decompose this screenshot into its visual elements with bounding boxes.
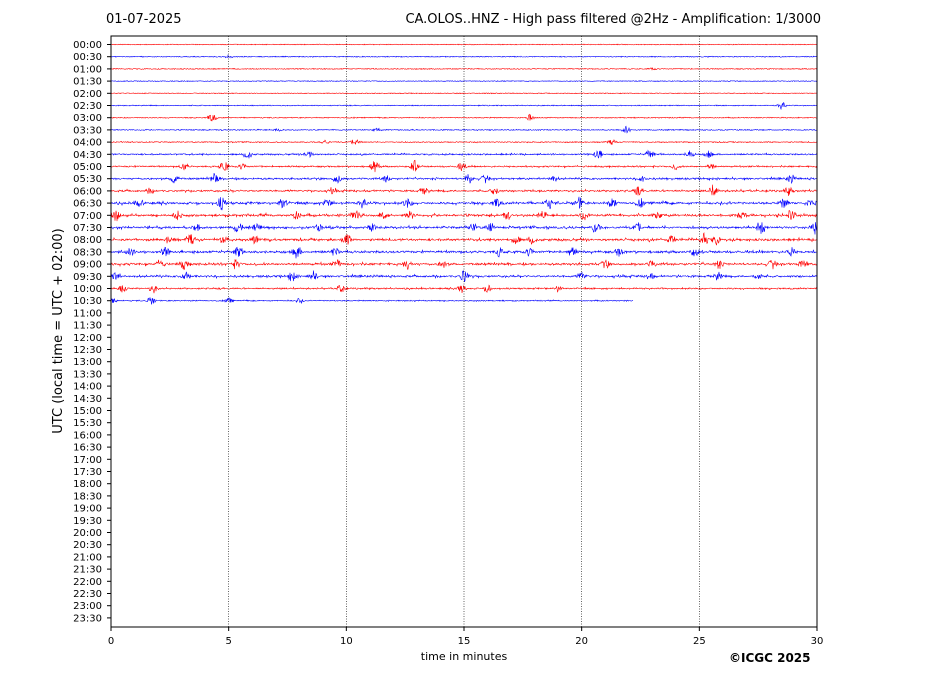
y-tick-label: 09:00 [73,260,102,271]
trace-0800 [110,232,818,246]
x-tick-label: 20 [575,636,588,647]
y-tick-label: 09:30 [73,272,102,283]
y-tick-label: 17:00 [73,455,102,466]
y-tick-label: 04:00 [73,138,102,149]
y-tick-label: 19:30 [73,516,102,527]
y-tick-label: 06:00 [73,186,102,197]
y-tick-label: 01:30 [73,77,102,88]
chart-title: CA.OLOS..HNZ - High pass filtered @2Hz -… [405,12,821,27]
y-tick-label: 03:30 [73,125,102,136]
y-tick-label: 00:00 [73,40,102,51]
y-tick-label: 14:30 [73,394,102,405]
y-tick-label: 05:30 [73,174,102,185]
trace-0330 [110,125,818,134]
y-tick-label: 00:30 [73,52,102,63]
y-tick-label: 16:00 [73,430,102,441]
x-tick-layer: 0 5 10 15 20 25 30 [108,627,824,647]
date-label: 01-07-2025 [106,12,182,27]
y-tick-label: 13:00 [73,357,102,368]
y-tick-label: 08:30 [73,247,102,258]
trace-0630 [110,196,818,211]
y-tick-label: 06:30 [73,199,102,210]
trace-0400 [110,139,818,145]
y-tick-label: 01:00 [73,64,102,75]
y-tick-label: 10:30 [73,296,102,307]
y-tick-label: 20:00 [73,528,102,539]
y-tick-label: 23:00 [73,601,102,612]
x-tick-label: 5 [225,636,231,647]
x-tick-label: 25 [693,636,706,647]
trace-0730 [110,222,818,235]
y-tick-label: 02:30 [73,101,102,112]
y-tick-label: 08:00 [73,235,102,246]
y-tick-label: 21:30 [73,565,102,576]
y-tick-label: 20:30 [73,540,102,551]
copyright-label: ©ICGC 2025 [729,651,811,665]
y-tick-label: 22:30 [73,589,102,600]
trace-1030 [110,297,634,305]
x-tick-label: 15 [458,636,471,647]
y-tick-label: 22:00 [73,577,102,588]
y-tick-label: 04:30 [73,150,102,161]
y-tick-label: 05:00 [73,162,102,173]
x-tick-label: 10 [340,636,353,647]
grid-layer [228,36,700,627]
x-axis-label: time in minutes [421,650,508,663]
y-tick-label: 10:00 [73,284,102,295]
y-tick-label: 15:30 [73,418,102,429]
y-tick-label: 14:00 [73,382,102,393]
y-tick-label: 12:30 [73,345,102,356]
y-tick-label: 17:30 [73,467,102,478]
y-tick-label: 18:00 [73,479,102,490]
y-tick-label: 02:00 [73,89,102,100]
y-tick-label: 07:30 [73,223,102,234]
y-tick-label: 15:00 [73,406,102,417]
y-tick-label: 23:30 [73,613,102,624]
y-tick-label: 03:00 [73,113,102,124]
x-tick-label: 30 [811,636,824,647]
y-tick-label: 18:30 [73,491,102,502]
x-tick-label: 0 [108,636,114,647]
trace-0230 [110,101,818,111]
y-tick-label: 07:00 [73,211,102,222]
trace-0200 [110,92,818,95]
y-tick-label: 16:30 [73,443,102,454]
y-tick-label: 19:00 [73,504,102,515]
y-tick-label: 21:00 [73,552,102,563]
y-tick-label: 12:00 [73,333,102,344]
y-tick-label: 11:00 [73,308,102,319]
trace-0300 [110,113,818,122]
y-axis-label: UTC (local time = UTC + 02:00) [51,228,66,433]
trace-0700 [110,210,818,222]
y-tick-label: 13:30 [73,369,102,380]
y-tick-label: 11:30 [73,321,102,332]
